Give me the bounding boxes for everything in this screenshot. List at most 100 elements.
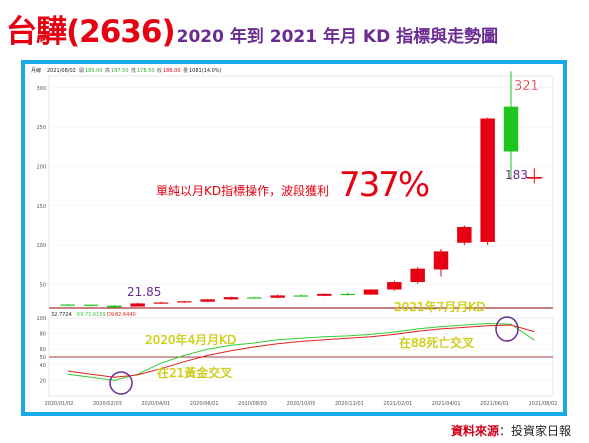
kd-x-tick: 2020/02/03	[93, 401, 122, 407]
open-label: 開	[79, 68, 84, 74]
candle-down	[340, 292, 355, 296]
kd-x-tick: 2020/04/01	[141, 401, 170, 407]
candle-up	[223, 296, 239, 301]
high-label: 高	[105, 67, 110, 74]
source-value: 投資家日報	[510, 424, 571, 438]
kd-x-tick: 2020/12/01	[335, 401, 364, 407]
candle-body	[457, 226, 472, 243]
kd-x-tick: 2020/08/03	[238, 401, 267, 407]
price-y-tick: 300	[36, 86, 46, 92]
candle-up	[457, 225, 472, 246]
candle-body	[387, 282, 402, 290]
kd-x-tick: 2021/06/01	[480, 401, 509, 407]
kd-first-value: 32.7724	[51, 312, 72, 318]
profit-annotation: 單純以月KD指標操作，波段獲利	[156, 183, 329, 198]
low-value: 178.50	[137, 68, 155, 74]
price-y-tick: 250	[36, 125, 46, 131]
candle-body	[200, 299, 215, 302]
candle-up	[433, 249, 449, 277]
price-y-tick: 100	[36, 243, 46, 249]
candle-down	[247, 296, 262, 299]
kd-x-ticks: 2020/01/02 2020/02/03 2020/04/01 2020/06/01…	[45, 401, 558, 407]
candle-up	[480, 117, 495, 246]
kd-x-tick: 2021/02/01	[383, 401, 412, 407]
kd-x-tick: 2021/04/01	[432, 401, 461, 407]
candle-down	[503, 71, 519, 180]
candle-body	[527, 177, 542, 179]
kd-x-tick: 2020/06/01	[190, 401, 219, 407]
close-value: 186.00	[163, 68, 181, 74]
golden-cross-line1: 2020年4月月KD	[145, 333, 236, 347]
k9-value: 71.6159	[85, 312, 106, 318]
price-y-tick: 200	[36, 164, 46, 170]
candle-body	[83, 304, 99, 306]
kd-y-tick: 100	[36, 316, 46, 322]
high-price-label: 321	[514, 79, 539, 94]
profit-percent: 737%	[339, 165, 429, 205]
kd-header: 32.7724 K9 71.6159 D9 82.6440	[51, 312, 136, 318]
candle-body	[247, 297, 262, 299]
k9-label: K9	[77, 312, 83, 318]
candle-body	[293, 295, 309, 297]
candle-body	[363, 289, 379, 295]
kd-y-tick: 40	[40, 363, 46, 369]
candle-body	[130, 303, 145, 307]
kd-y-tick: 20	[40, 378, 46, 384]
golden-cross-circle	[109, 371, 133, 395]
kd-y-tick: 50	[40, 355, 46, 361]
death-cross-line1: 2021年7月月KD	[394, 300, 485, 314]
d9-label: D9	[107, 312, 114, 318]
candle-body	[433, 251, 449, 270]
candle-body	[177, 301, 192, 303]
candle-down	[293, 294, 309, 297]
candle-up	[317, 293, 332, 297]
candle-down	[83, 304, 99, 307]
candle-body	[153, 302, 169, 304]
kd-grid	[49, 317, 553, 381]
candle-body	[270, 295, 285, 298]
volume-value: 1081(14.0%)	[189, 68, 222, 74]
candle-up	[363, 289, 379, 296]
period-label: 月線	[31, 67, 41, 74]
kd-x-tick: 2021/08/02	[529, 401, 558, 407]
candle-up	[410, 267, 425, 284]
kd-y-tick: 80	[40, 332, 46, 338]
page-title: 台驊(2636) 2020 年到 2021 年月 KD 指標與走勢圖	[6, 6, 498, 51]
candle-body	[503, 106, 519, 152]
candle-body	[480, 118, 495, 242]
close-label: 收	[157, 67, 162, 74]
death-cross-line2: 在88死亡交叉	[399, 335, 474, 350]
open-value: 185.00	[85, 68, 103, 74]
candle-body	[223, 297, 239, 300]
low-label: 低	[131, 67, 136, 74]
source-note: 資料來源：投資家日報	[451, 422, 571, 439]
candle-up	[153, 301, 169, 304]
d9-value: 82.6440	[115, 312, 136, 318]
source-label: 資料來源	[450, 424, 499, 438]
candle-down	[60, 304, 75, 306]
candle-up	[130, 302, 145, 307]
price-y-ticks: 50 100 150 200 250 300	[36, 86, 46, 289]
kd-x-tick: 2020/01/02	[45, 401, 74, 407]
candle-up	[387, 280, 402, 291]
candle-up	[177, 300, 192, 303]
stock-name: 台驊(2636)	[6, 14, 176, 50]
chart-svg: 月線 2021/08/02 開 185.00 高 197.50 低 178.50…	[31, 67, 558, 407]
low-price-label: 21.85	[127, 285, 161, 299]
candle-up	[270, 294, 285, 299]
kd-y-tick: 60	[40, 347, 46, 353]
recent-low-label: 183	[505, 168, 528, 182]
candle-down	[107, 305, 122, 308]
price-grid	[49, 87, 553, 285]
price-y-tick: 150	[36, 204, 46, 210]
candle-up	[200, 298, 215, 303]
kd-x-tick: 2020/10/05	[287, 401, 316, 407]
death-cross-circle	[495, 316, 519, 342]
high-value: 197.50	[111, 68, 129, 74]
d9-line	[67, 324, 535, 378]
candle-up	[527, 168, 542, 184]
kd-y-ticks: 20 40 50 60 80 100	[36, 316, 46, 384]
volume-label: 量	[183, 67, 188, 74]
chart-subtitle: 2020 年到 2021 年月 KD 指標與走勢圖	[176, 27, 499, 47]
header-date: 2021/08/02	[47, 68, 76, 74]
